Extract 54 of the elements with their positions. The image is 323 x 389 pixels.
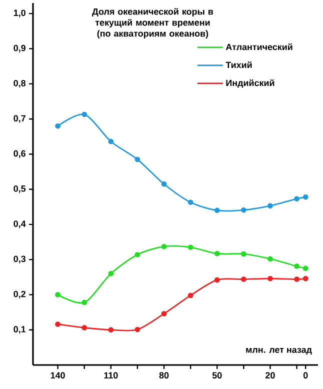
y-tick-label: 1,0: [14, 10, 26, 18]
y-tick-label: 0,9: [14, 44, 26, 53]
legend-label: Атлантический: [226, 43, 292, 50]
y-tick-label: 0,2: [14, 290, 26, 299]
point: [294, 264, 300, 269]
x-tick-label: 110: [104, 372, 118, 379]
x-axis-title: млн. лет назад: [246, 348, 312, 355]
point: [134, 252, 140, 258]
x-tick-label: 140: [50, 372, 65, 379]
point: [240, 276, 246, 282]
point: [161, 181, 167, 187]
point: [214, 208, 220, 214]
point: [82, 325, 88, 330]
point: [302, 276, 308, 282]
point: [240, 251, 246, 257]
point: [240, 207, 246, 213]
y-tick-label: 0,6: [14, 150, 26, 158]
point: [188, 292, 194, 298]
point: [268, 203, 273, 208]
point: [302, 266, 308, 272]
point: [188, 200, 194, 205]
point: [55, 322, 60, 327]
point: [108, 270, 114, 276]
y-tick-label: 0,1: [14, 326, 26, 334]
y-tick-label: 0,5: [14, 185, 26, 194]
x-tick-label: 20: [266, 372, 275, 379]
point: [55, 292, 60, 298]
legend-label: Тихий: [226, 61, 252, 68]
y-tick-label: 0,7: [14, 115, 26, 123]
point: [134, 156, 140, 162]
y-tick-label: 0,8: [14, 80, 26, 88]
point: [214, 277, 220, 283]
text: Доля океанической коры в текущий момент времени (по акваториям океанов): [92, 8, 214, 38]
y-tick-label: 0,4: [14, 220, 26, 228]
point: [294, 196, 300, 202]
point: [134, 326, 140, 332]
point: [268, 276, 273, 282]
point: [108, 138, 114, 144]
x-tick-label: 50: [212, 372, 222, 379]
point: [55, 123, 60, 129]
point: [188, 244, 194, 250]
x-tick-label: 0: [303, 372, 308, 379]
point: [302, 194, 308, 200]
legend-label: Индийский: [226, 79, 274, 88]
point: [268, 256, 273, 262]
point: [161, 310, 167, 316]
point: [108, 327, 114, 333]
x-tick-label: 80: [159, 372, 169, 379]
point: [214, 250, 220, 256]
point: [82, 112, 88, 118]
point: [82, 300, 88, 306]
point: [161, 244, 167, 250]
point: [294, 276, 300, 282]
y-tick-label: 0,3: [14, 256, 26, 264]
